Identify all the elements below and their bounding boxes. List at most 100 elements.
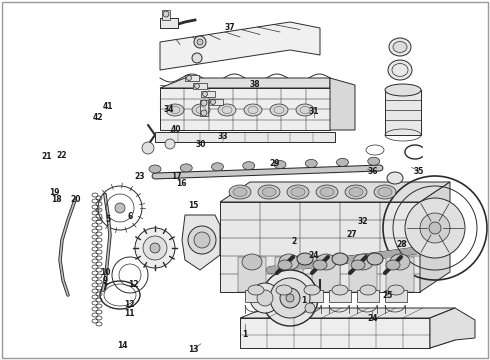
Text: 2: 2 bbox=[292, 237, 296, 246]
Circle shape bbox=[142, 142, 154, 154]
Circle shape bbox=[143, 236, 167, 260]
Circle shape bbox=[420, 213, 450, 243]
Circle shape bbox=[211, 99, 216, 104]
Text: 15: 15 bbox=[188, 201, 199, 210]
Ellipse shape bbox=[218, 104, 236, 116]
Ellipse shape bbox=[233, 188, 247, 197]
Polygon shape bbox=[220, 182, 450, 202]
Bar bbox=[329, 290, 351, 302]
Ellipse shape bbox=[320, 188, 334, 197]
Ellipse shape bbox=[180, 164, 192, 172]
Ellipse shape bbox=[258, 185, 280, 199]
Circle shape bbox=[286, 294, 294, 302]
Ellipse shape bbox=[276, 285, 292, 295]
Text: 20: 20 bbox=[71, 195, 81, 204]
Text: 10: 10 bbox=[100, 269, 111, 277]
Circle shape bbox=[165, 139, 175, 149]
Circle shape bbox=[115, 203, 125, 213]
Polygon shape bbox=[160, 88, 330, 130]
Bar bbox=[275, 257, 303, 292]
Circle shape bbox=[429, 222, 441, 234]
Ellipse shape bbox=[297, 253, 313, 265]
Text: 14: 14 bbox=[117, 341, 128, 350]
Text: 36: 36 bbox=[367, 166, 378, 176]
Polygon shape bbox=[240, 318, 430, 348]
Text: 21: 21 bbox=[41, 152, 52, 161]
Text: 37: 37 bbox=[225, 23, 236, 32]
Ellipse shape bbox=[332, 285, 348, 295]
Polygon shape bbox=[420, 182, 450, 292]
Ellipse shape bbox=[313, 260, 327, 270]
Bar bbox=[386, 257, 414, 292]
Bar bbox=[193, 83, 207, 89]
Bar bbox=[312, 257, 340, 292]
Bar bbox=[209, 99, 223, 105]
Text: 24: 24 bbox=[367, 314, 378, 323]
Circle shape bbox=[201, 110, 207, 116]
Bar bbox=[349, 257, 377, 292]
Text: 31: 31 bbox=[308, 107, 319, 116]
Bar bbox=[162, 10, 170, 20]
Ellipse shape bbox=[244, 104, 262, 116]
Text: 7: 7 bbox=[103, 284, 108, 292]
Ellipse shape bbox=[378, 188, 392, 197]
Polygon shape bbox=[220, 202, 420, 292]
Text: 35: 35 bbox=[414, 166, 424, 176]
Ellipse shape bbox=[387, 172, 403, 184]
Text: 29: 29 bbox=[269, 159, 280, 168]
Polygon shape bbox=[430, 308, 455, 348]
Text: 25: 25 bbox=[382, 291, 392, 300]
Polygon shape bbox=[240, 308, 455, 318]
Bar bbox=[301, 290, 323, 302]
Ellipse shape bbox=[374, 185, 396, 199]
Circle shape bbox=[194, 36, 206, 48]
Circle shape bbox=[192, 53, 202, 63]
Text: 33: 33 bbox=[218, 132, 228, 141]
Polygon shape bbox=[160, 22, 320, 70]
Ellipse shape bbox=[229, 185, 251, 199]
Ellipse shape bbox=[337, 158, 348, 166]
Ellipse shape bbox=[270, 104, 288, 116]
Circle shape bbox=[188, 226, 216, 254]
Text: 23: 23 bbox=[134, 172, 145, 181]
Ellipse shape bbox=[316, 254, 336, 270]
Text: 42: 42 bbox=[93, 113, 103, 122]
Ellipse shape bbox=[192, 104, 210, 116]
Bar bbox=[155, 132, 335, 142]
Circle shape bbox=[163, 11, 169, 17]
Bar bbox=[273, 290, 295, 302]
Text: 19: 19 bbox=[49, 188, 60, 197]
Text: 41: 41 bbox=[102, 102, 113, 111]
Text: 13: 13 bbox=[188, 345, 199, 354]
Text: 5: 5 bbox=[105, 215, 110, 224]
Circle shape bbox=[270, 278, 310, 318]
Text: 11: 11 bbox=[124, 309, 135, 318]
Text: 9: 9 bbox=[103, 276, 108, 285]
Text: 22: 22 bbox=[56, 151, 67, 160]
Ellipse shape bbox=[248, 285, 264, 295]
Circle shape bbox=[405, 198, 465, 258]
Circle shape bbox=[202, 91, 207, 96]
Text: 12: 12 bbox=[124, 300, 135, 309]
Circle shape bbox=[257, 290, 273, 306]
Circle shape bbox=[187, 76, 192, 81]
Ellipse shape bbox=[212, 163, 223, 171]
Text: 1: 1 bbox=[243, 330, 247, 339]
Ellipse shape bbox=[262, 188, 276, 197]
Circle shape bbox=[262, 270, 318, 326]
Ellipse shape bbox=[166, 104, 184, 116]
Ellipse shape bbox=[360, 285, 376, 295]
Polygon shape bbox=[330, 78, 355, 130]
Ellipse shape bbox=[305, 159, 317, 167]
Ellipse shape bbox=[149, 165, 161, 173]
Ellipse shape bbox=[393, 41, 407, 53]
Ellipse shape bbox=[345, 185, 367, 199]
Bar bbox=[357, 290, 379, 302]
Ellipse shape bbox=[367, 253, 383, 265]
Ellipse shape bbox=[332, 253, 348, 265]
Bar bbox=[185, 75, 199, 81]
Text: 40: 40 bbox=[171, 125, 182, 134]
Circle shape bbox=[280, 288, 300, 308]
Text: 1: 1 bbox=[301, 296, 306, 305]
Ellipse shape bbox=[368, 157, 380, 165]
